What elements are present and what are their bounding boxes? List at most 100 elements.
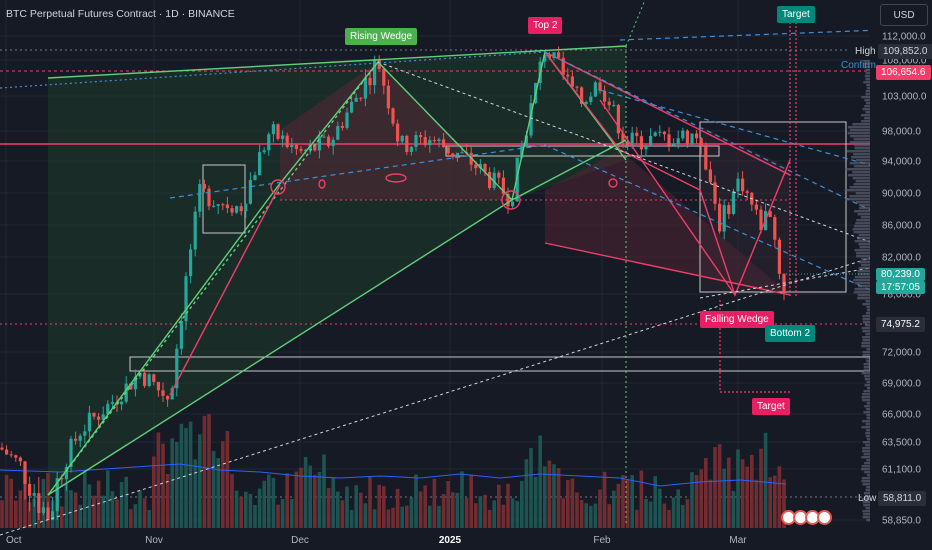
chart-title: BTC Perpetual Futures Contract · 1D · BI… — [6, 8, 235, 20]
volume-profile-bar — [844, 189, 870, 192]
volume-bar — [469, 475, 473, 528]
price-axis[interactable]: 112,000.0 108,000.0 103,000.0 98,000.0 94,00… — [882, 32, 927, 527]
volume-profile-bar — [866, 402, 870, 405]
candle-body — [175, 348, 179, 389]
volume-profile-bar — [861, 345, 870, 348]
candle-body — [768, 211, 772, 218]
rising-wedge-label[interactable]: Rising Wedge — [345, 28, 418, 45]
volume-bar — [303, 456, 308, 528]
candle-body — [69, 438, 73, 468]
volume-bar — [483, 494, 487, 528]
candle-body — [317, 137, 321, 151]
volume-bar — [731, 491, 736, 528]
volume-bar — [257, 488, 262, 528]
volume-bar — [368, 476, 372, 528]
volume-profile-bar — [863, 363, 870, 366]
volume-profile-bar — [854, 165, 870, 168]
countdown-value: 17:57:05 — [876, 281, 925, 294]
currency-button[interactable]: USD — [880, 4, 928, 26]
support-value: 74,975.2 — [876, 317, 925, 332]
volume-profile-bar — [865, 93, 870, 96]
volume-profile-bar — [866, 474, 870, 477]
volume-bar — [690, 472, 694, 528]
volume-bar — [492, 500, 496, 528]
candle-body — [304, 149, 308, 151]
volume-profile-bar — [858, 267, 870, 270]
candle-body — [644, 145, 648, 150]
falling-wedge-label[interactable]: Falling Wedge — [700, 311, 774, 328]
volume-profile-bar — [861, 396, 870, 399]
volume-profile-bar — [849, 141, 870, 144]
candle-body — [695, 133, 699, 139]
volume-bar — [400, 506, 404, 528]
volume-bar — [239, 496, 243, 528]
volume-profile-bar — [865, 357, 870, 360]
volume-bar — [708, 479, 713, 528]
top2-label[interactable]: Top 2 — [528, 17, 563, 34]
volume-bar — [510, 498, 515, 528]
volume-profile-bar — [850, 135, 870, 138]
candle-body — [745, 191, 749, 193]
volume-bar — [685, 499, 690, 528]
bottom2-label[interactable]: Bottom 2 — [765, 325, 816, 342]
volume-bar — [106, 470, 110, 528]
volume-bar — [455, 492, 460, 528]
candle-body — [630, 132, 634, 146]
volume-bar — [722, 468, 726, 528]
candle-body — [575, 86, 579, 88]
volume-profile-bar — [861, 327, 870, 330]
volume-bar — [681, 505, 685, 528]
volume-bar — [570, 478, 575, 528]
candle-body — [373, 60, 377, 86]
volume-profile-bar — [863, 492, 870, 495]
candle-body — [409, 146, 413, 153]
volume-profile-bar — [862, 303, 870, 306]
candle-body — [156, 381, 160, 391]
time-axis[interactable]: Oct Nov Dec 2025 Feb Mar — [6, 535, 747, 546]
volume-bar — [46, 472, 50, 528]
volume-bar — [662, 503, 667, 528]
volume-profile-bar — [855, 192, 870, 195]
volume-profile-bar — [861, 456, 870, 459]
volume-bar — [538, 435, 542, 528]
volume-bar — [156, 432, 161, 528]
level-value-106654: 106,654.6 — [876, 65, 931, 80]
volume-bar — [451, 492, 455, 528]
volume-bar — [129, 509, 133, 528]
volume-profile-bar — [862, 441, 870, 444]
candle-body — [23, 461, 27, 484]
volume-profile-bar — [865, 78, 870, 81]
volume-bar — [267, 474, 271, 528]
volume-bar — [244, 491, 248, 528]
volume-profile-bar — [858, 243, 870, 246]
target-top-label[interactable]: Target — [777, 6, 815, 23]
volume-bar — [635, 509, 639, 528]
volume-profile-bar — [863, 390, 870, 393]
candle-body — [235, 206, 239, 213]
volume-bars — [0, 414, 786, 528]
candle-body — [239, 206, 243, 212]
volume-bar — [520, 480, 524, 528]
volume-bar — [773, 475, 777, 528]
candle-body — [708, 169, 712, 183]
candle-body — [580, 87, 584, 104]
volume-profile-bar — [866, 486, 870, 489]
volume-profile-bar — [845, 198, 870, 201]
volume-bar — [763, 432, 768, 528]
target-bottom-label[interactable]: Target — [752, 398, 790, 415]
event-icon[interactable] — [817, 510, 832, 525]
event-icons[interactable] — [781, 510, 832, 525]
volume-profile-bar — [866, 408, 870, 411]
candle-body — [207, 188, 211, 207]
volume-profile-bar — [866, 387, 870, 390]
volume-bar — [354, 485, 358, 528]
volume-bar — [290, 498, 294, 528]
candle-body — [285, 135, 289, 148]
volume-bar — [345, 486, 349, 528]
volume-profile-bar — [861, 477, 870, 480]
candle-body — [193, 211, 197, 250]
candle-body — [731, 191, 735, 214]
green-dotted-target-path — [625, 0, 646, 525]
